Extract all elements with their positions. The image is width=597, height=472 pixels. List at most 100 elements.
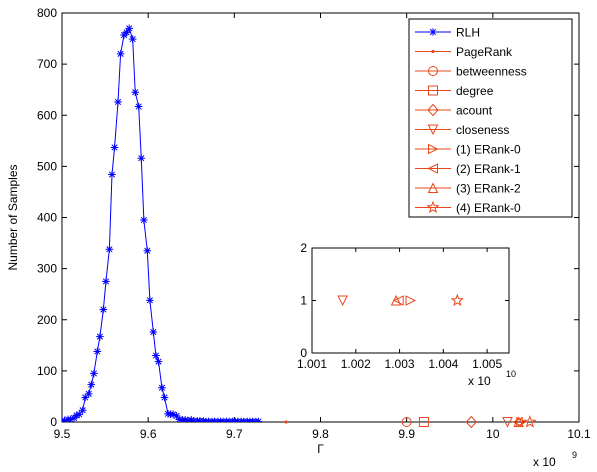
- legend-label: degree: [456, 84, 494, 98]
- legend-label: (2) ERank-1: [456, 162, 521, 176]
- legend-marker: [431, 49, 435, 54]
- series-rlh-point: [78, 406, 87, 415]
- series-rlh-point: [116, 50, 125, 58]
- x-tick-label: 9.7: [226, 427, 243, 441]
- series-rlh-point: [254, 417, 263, 422]
- y-tick-label: 300: [37, 262, 57, 276]
- legend-entry: degree: [415, 84, 494, 98]
- series-rlh-point: [81, 393, 90, 402]
- legend-label: acount: [456, 104, 493, 118]
- series-rlh-point: [134, 102, 143, 111]
- legend-marker: [427, 182, 439, 193]
- legend-label: (3) ERank-2: [456, 182, 521, 196]
- legend-marker: [426, 200, 440, 214]
- inset-marker-triangle-down: [337, 295, 348, 307]
- legend-label: PageRank: [456, 45, 513, 59]
- series-rlh-point: [158, 383, 166, 392]
- series-rlh-point: [160, 393, 169, 402]
- series-rlh-point: [181, 416, 190, 422]
- legend-label: closeness: [456, 123, 509, 137]
- series-rlh-point: [146, 296, 154, 305]
- legend-marker: [429, 28, 437, 36]
- marker-degree: [418, 417, 429, 427]
- legend-marker: [428, 143, 439, 155]
- y-tick-label: 100: [37, 364, 57, 378]
- legend-marker: [427, 163, 438, 174]
- series-rlh-point: [75, 410, 84, 419]
- series-rlh-point: [175, 415, 183, 422]
- inset-x-tick-label: 1.001: [297, 357, 327, 371]
- series-rlh-point: [131, 88, 140, 97]
- inset-x-tick-label: 1.002: [341, 357, 371, 371]
- x-axis-multiplier: x 10: [533, 455, 556, 469]
- series-rlh-point: [125, 24, 134, 33]
- series-rlh-point: [105, 245, 114, 253]
- x-axis-label: Γ: [317, 442, 324, 456]
- inset-x-tick-label: 1.004: [428, 357, 458, 371]
- series-rlh-point: [172, 412, 181, 420]
- series-rlh-point: [93, 347, 102, 356]
- inset-marker-triangle-left: [393, 295, 404, 306]
- series-rlh-point: [164, 410, 172, 418]
- series-rlh-point: [84, 390, 93, 398]
- legend-marker: [427, 124, 439, 136]
- series-rlh-point: [99, 305, 108, 314]
- series-rlh-point: [110, 143, 119, 152]
- x-tick-label: 10: [486, 427, 500, 441]
- inset-frame: [311, 247, 510, 354]
- legend-entry: acount: [415, 104, 493, 118]
- series-rlh-point: [143, 246, 152, 255]
- inset-x-exponent: 10: [506, 369, 516, 379]
- inset-plot: 1.001 1.002 1.003 1.004 1.005 0 1 2 x 10 10: [297, 241, 516, 388]
- legend-entry: (3) ERank-2: [415, 182, 521, 196]
- inset-marker-star: [450, 293, 464, 307]
- y-tick-label: 500: [37, 159, 57, 173]
- series-rlh-point: [96, 332, 104, 341]
- marker-3-erank-2: [513, 416, 524, 427]
- legend-entry: (4) ERank-0: [415, 200, 521, 215]
- legend-entry: betweenness: [415, 65, 527, 79]
- y-tick-label: 600: [37, 108, 57, 122]
- series-rlh-point: [140, 216, 148, 224]
- x-axis-exponent: 9: [572, 450, 577, 460]
- legend-marker: [427, 103, 439, 117]
- marker-4-erank-0: [523, 415, 537, 428]
- x-tick-label: 9.5: [54, 427, 71, 441]
- marker-betweenness: [401, 417, 412, 427]
- y-tick-label: 800: [37, 6, 57, 20]
- y-tick-label: 400: [37, 211, 57, 225]
- legend-marker: [428, 66, 438, 76]
- series-rlh: [62, 24, 263, 422]
- marker-pagerank: [284, 420, 288, 424]
- series-rlh-point: [114, 98, 122, 106]
- series-rlh-point: [90, 369, 98, 378]
- series-rlh-point: [102, 277, 110, 286]
- series-rlh-point: [108, 170, 116, 179]
- inset-x-tick-label: 1.005: [472, 357, 502, 371]
- series-rlh-point: [122, 28, 131, 37]
- legend-entry: (2) ERank-1: [415, 162, 521, 176]
- legend-entry: PageRank: [415, 45, 513, 59]
- legend: RLH PageRank betweenness degree acount closen…: [408, 18, 573, 218]
- series-rlh-point: [137, 154, 146, 162]
- x-tick-label: 9.6: [140, 427, 157, 441]
- series-rlh-point: [154, 357, 163, 366]
- x-tick-label: 9.8: [312, 427, 329, 441]
- inset-y-tick-label: 1: [300, 294, 307, 308]
- marker-closeness: [502, 417, 513, 428]
- series-rlh-point: [152, 351, 160, 360]
- inset-y-tick-label: 2: [300, 241, 307, 255]
- y-tick-label: 200: [37, 313, 57, 327]
- series-rlh-point: [149, 328, 158, 336]
- series-rlh-point: [184, 416, 192, 422]
- legend-label: (4) ERank-0: [456, 201, 521, 215]
- legend-entry: RLH: [415, 26, 480, 40]
- x-tick-label: 9.9: [398, 427, 415, 441]
- legend-entry: (1) ERank-0: [415, 143, 521, 157]
- legend-entry: closeness: [415, 123, 509, 137]
- y-tick-label: 0: [50, 415, 57, 429]
- legend-marker: [428, 85, 438, 96]
- series-rlh-point: [128, 35, 137, 43]
- inset-x-multiplier: x 10: [468, 374, 491, 388]
